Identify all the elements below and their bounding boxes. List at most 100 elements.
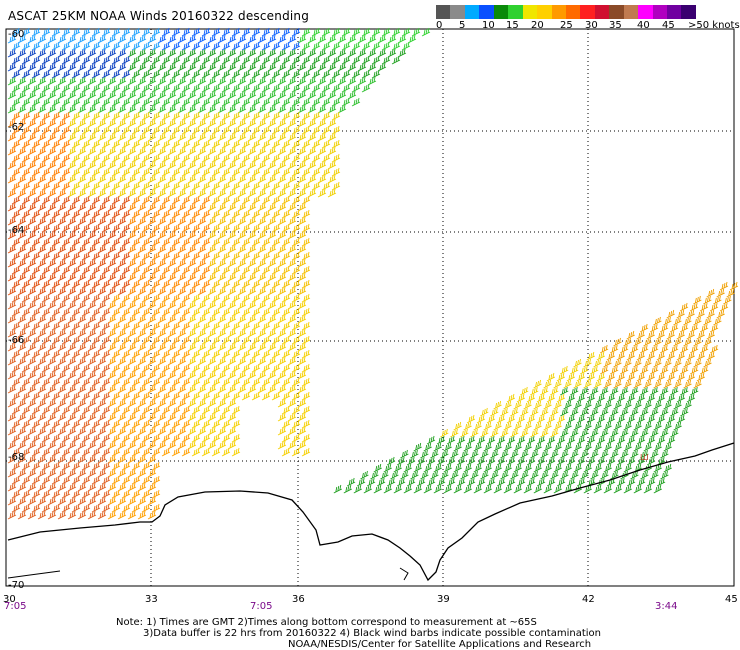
wind-barb bbox=[221, 139, 231, 149]
wind-barb bbox=[211, 153, 221, 163]
wind-barb bbox=[127, 104, 137, 114]
wind-barb bbox=[650, 386, 659, 396]
wind-barb bbox=[261, 27, 271, 37]
wind-barb bbox=[550, 428, 559, 438]
wind-barb bbox=[327, 160, 337, 170]
wind-barb bbox=[281, 405, 291, 415]
wind-barb bbox=[161, 69, 171, 79]
wind-barb bbox=[460, 449, 469, 459]
wind-barb bbox=[570, 407, 579, 417]
wind-barb bbox=[321, 181, 331, 191]
wind-barb bbox=[636, 351, 646, 361]
wind-barb bbox=[237, 356, 247, 366]
wind-barb bbox=[147, 314, 157, 324]
wind-barb bbox=[7, 160, 17, 170]
wind-barb bbox=[510, 407, 519, 417]
wind-barb bbox=[97, 370, 107, 380]
wind-barb bbox=[271, 181, 281, 191]
wind-barb bbox=[167, 328, 177, 338]
wind-barb bbox=[137, 356, 147, 366]
wind-barb bbox=[81, 251, 91, 261]
wind-barb bbox=[107, 188, 117, 198]
wind-barb bbox=[287, 342, 297, 352]
wind-barb bbox=[341, 97, 351, 107]
wind-barb bbox=[201, 209, 211, 219]
wind-barb bbox=[21, 335, 31, 345]
wind-barb bbox=[27, 356, 37, 366]
wind-barb bbox=[27, 496, 37, 506]
wind-barb bbox=[147, 412, 157, 422]
wind-barb bbox=[81, 307, 91, 317]
wind-barb bbox=[301, 83, 311, 93]
wind-barb bbox=[311, 181, 321, 191]
wind-barb bbox=[57, 342, 67, 352]
wind-barb bbox=[600, 386, 609, 396]
wind-barb bbox=[301, 111, 311, 121]
wind-barb bbox=[27, 454, 37, 464]
wind-barb bbox=[416, 456, 426, 466]
wind-barb bbox=[257, 104, 267, 114]
wind-barb bbox=[77, 300, 87, 310]
wind-barb bbox=[61, 349, 71, 359]
wind-barb bbox=[37, 412, 47, 422]
wind-barb bbox=[217, 412, 227, 422]
wind-barb bbox=[51, 153, 61, 163]
wind-barb bbox=[257, 272, 267, 282]
wind-barb bbox=[111, 461, 121, 471]
wind-barb bbox=[450, 470, 459, 480]
wind-barb bbox=[683, 400, 692, 410]
wind-barb bbox=[231, 167, 241, 177]
wind-barb bbox=[181, 447, 191, 457]
wind-barb bbox=[217, 300, 227, 310]
wind-barb bbox=[291, 447, 301, 457]
wind-barb bbox=[207, 328, 217, 338]
wind-barb bbox=[600, 470, 609, 480]
wind-barb bbox=[121, 251, 131, 261]
wind-barb bbox=[221, 307, 231, 317]
wind-barb bbox=[151, 181, 161, 191]
wind-barb bbox=[277, 160, 287, 170]
wind-barb bbox=[297, 146, 307, 156]
wind-barb bbox=[496, 456, 506, 466]
wind-barb bbox=[257, 230, 267, 240]
wind-barb bbox=[227, 398, 237, 408]
wind-barb bbox=[643, 379, 652, 389]
wind-barb bbox=[17, 286, 27, 296]
wind-barb bbox=[17, 104, 27, 114]
wind-barb bbox=[201, 335, 211, 345]
wind-barb bbox=[371, 55, 381, 65]
wind-barb bbox=[117, 454, 127, 464]
wind-barb bbox=[227, 300, 237, 310]
wind-barb bbox=[81, 111, 91, 121]
wind-barb bbox=[61, 111, 71, 121]
wind-barb bbox=[37, 426, 47, 436]
wind-barb bbox=[87, 132, 97, 142]
wind-barb bbox=[237, 160, 247, 170]
wind-barb bbox=[261, 41, 271, 51]
wind-barb bbox=[211, 237, 221, 247]
wind-barb bbox=[67, 34, 77, 44]
wind-barb bbox=[151, 503, 161, 513]
wind-barb bbox=[47, 272, 57, 282]
wind-barb bbox=[287, 146, 297, 156]
wind-barb bbox=[311, 55, 321, 65]
wind-barb bbox=[7, 62, 17, 72]
wind-barb bbox=[101, 391, 111, 401]
wind-barb bbox=[649, 323, 659, 333]
wind-barb bbox=[31, 237, 41, 247]
wind-barb bbox=[456, 435, 466, 445]
wind-barb bbox=[131, 111, 141, 121]
wind-barb bbox=[27, 482, 37, 492]
wind-barb bbox=[241, 237, 251, 247]
wind-barb bbox=[87, 342, 97, 352]
wind-barb bbox=[267, 90, 277, 100]
wind-barb bbox=[81, 195, 91, 205]
wind-barb bbox=[446, 456, 456, 466]
wind-barb bbox=[171, 447, 181, 457]
wind-barb bbox=[440, 470, 449, 480]
wind-barb bbox=[177, 62, 187, 72]
wind-barb bbox=[297, 300, 307, 310]
wind-barb bbox=[543, 400, 552, 410]
wind-barb bbox=[131, 503, 141, 513]
